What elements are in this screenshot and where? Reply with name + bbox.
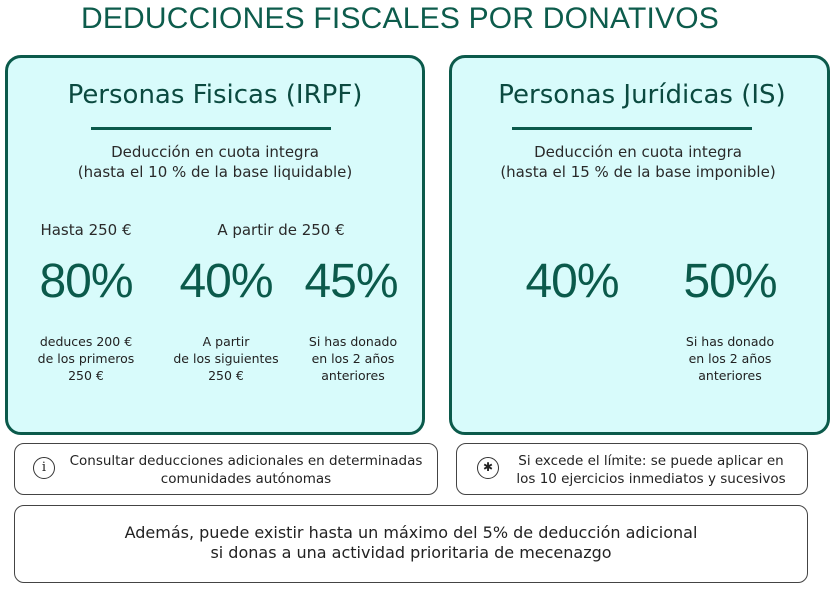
note-line: de los siguientes <box>173 351 279 366</box>
regional-deductions-line1: Consultar deducciones adicionales en det… <box>69 453 423 469</box>
irpf-pct-45: 45% <box>304 255 398 308</box>
note-line: anteriores <box>321 368 385 383</box>
limit-exceeded-box: ✱ Si excede el límite: se puede aplicar … <box>456 443 808 495</box>
is-title-divider <box>512 127 752 130</box>
info-icon: i <box>33 457 55 479</box>
irpf-panel-title: Personas Fisicas (IRPF) <box>67 80 363 110</box>
is-pct-40: 40% <box>525 255 619 308</box>
irpf-note-45: Si has donado en los 2 años anteriores <box>283 333 423 384</box>
limit-exceeded-line2: los 10 ejercicios inmediatos y sucesivos <box>516 471 786 487</box>
note-line: 250 € <box>68 368 104 383</box>
note-line: de los primeros <box>37 351 135 366</box>
limit-exceeded-text: Si excede el límite: se puede aplicar en… <box>503 452 799 488</box>
note-line: A partir <box>202 334 250 349</box>
is-panel-title: Personas Jurídicas (IS) <box>498 80 786 110</box>
additional-deduction-line2: si donas a una actividad prioritaria de … <box>210 543 612 562</box>
note-line: deduces 200 € <box>39 334 133 349</box>
irpf-head-up-to-250: Hasta 250 € <box>40 221 132 239</box>
asterisk-icon: ✱ <box>477 457 499 479</box>
is-subtitle-line2: (hasta el 15 % de la base imponible) <box>500 163 776 181</box>
additional-deduction-box: Además, puede existir hasta un máximo de… <box>14 505 808 583</box>
is-pct-50: 50% <box>683 255 777 308</box>
irpf-title-divider <box>91 127 331 130</box>
additional-deduction-text: Además, puede existir hasta un máximo de… <box>15 523 807 563</box>
irpf-head-from-250: A partir de 250 € <box>217 221 345 239</box>
irpf-panel: Personas Fisicas (IRPF) Deducción en cuo… <box>5 55 425 435</box>
additional-deduction-line1: Además, puede existir hasta un máximo de… <box>124 523 698 542</box>
is-note-50: Si has donado en los 2 años anteriores <box>660 333 800 384</box>
note-line: 250 € <box>208 368 244 383</box>
note-line: en los 2 años <box>688 351 772 366</box>
regional-deductions-box: i Consultar deducciones adicionales en d… <box>14 443 438 495</box>
irpf-pct-80: 80% <box>39 255 133 308</box>
irpf-note-80: deduces 200 € de los primeros 250 € <box>16 333 156 384</box>
is-subtitle-line1: Deducción en cuota integra <box>534 143 742 161</box>
note-line: Si has donado <box>308 334 398 349</box>
page-title: DEDUCCIONES FISCALES POR DONATIVOS <box>80 2 720 35</box>
regional-deductions-line2: comunidades autónomas <box>160 471 332 487</box>
irpf-subtitle: Deducción en cuota integra (hasta el 10 … <box>8 142 422 182</box>
is-subtitle: Deducción en cuota integra (hasta el 15 … <box>452 142 824 182</box>
irpf-pct-40: 40% <box>179 255 273 308</box>
is-panel: Personas Jurídicas (IS) Deducción en cuo… <box>449 55 830 435</box>
note-line: en los 2 años <box>311 351 395 366</box>
irpf-subtitle-line1: Deducción en cuota integra <box>111 143 319 161</box>
limit-exceeded-line1: Si excede el límite: se puede aplicar en <box>518 453 784 469</box>
regional-deductions-text: Consultar deducciones adicionales en det… <box>63 452 429 488</box>
note-line: anteriores <box>698 368 762 383</box>
irpf-subtitle-line2: (hasta el 10 % de la base liquidable) <box>77 163 353 181</box>
note-line: Si has donado <box>685 334 775 349</box>
irpf-note-40: A partir de los siguientes 250 € <box>156 333 296 384</box>
